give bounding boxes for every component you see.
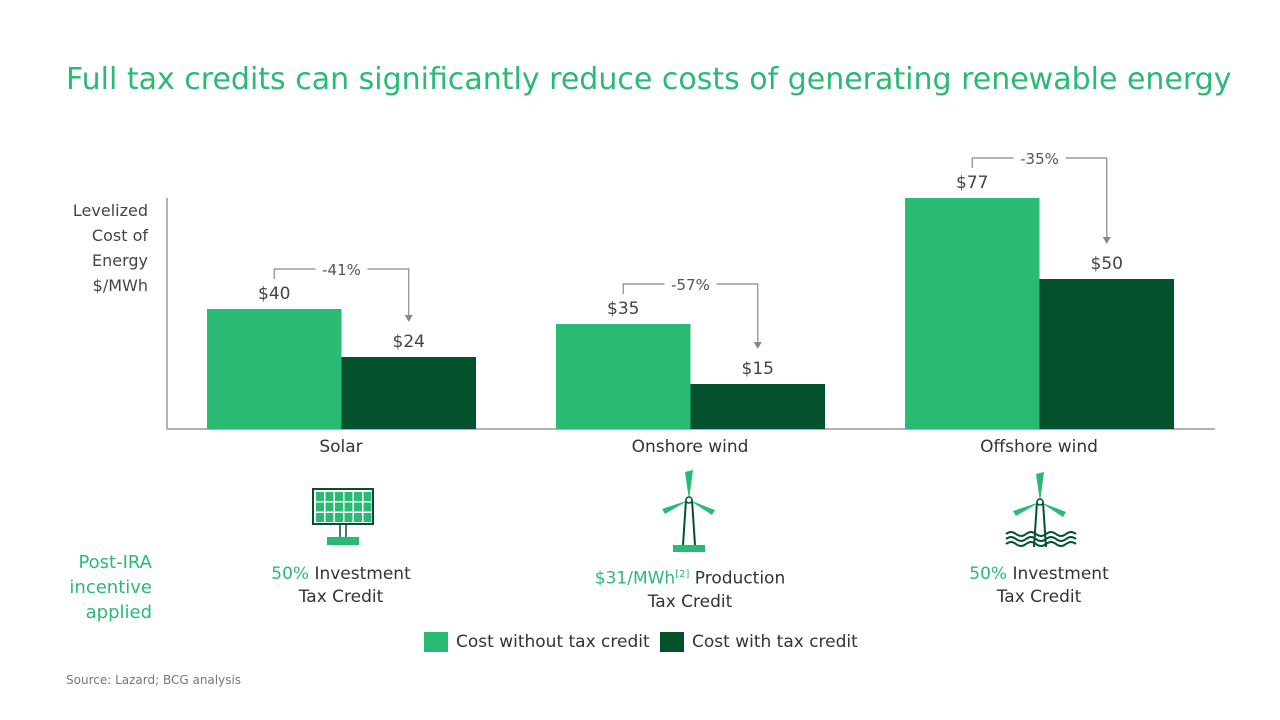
wind-turbine-icon-blade	[685, 470, 693, 500]
change-label: -35%	[1020, 150, 1059, 168]
incentive-highlight: $31/MWh	[594, 568, 676, 589]
offshore-wind-turbine-icon-blade	[1013, 502, 1040, 516]
incentive-solar: 50% Investment Tax Credit	[206, 563, 476, 609]
change-label: -41%	[322, 261, 361, 279]
solar-cell	[344, 502, 353, 512]
data-label: $40	[258, 284, 290, 304]
solar-cell	[363, 502, 372, 512]
solar-cell	[354, 513, 362, 522]
arrow-head	[1102, 237, 1111, 244]
solar-cell	[316, 492, 324, 501]
wave	[1005, 541, 1077, 547]
source-note: Source: Lazard; BCG analysis	[66, 673, 242, 687]
category-label: Solar	[319, 437, 363, 457]
category-label: Onshore wind	[631, 437, 749, 457]
legend-swatch	[424, 632, 448, 652]
data-label: $50	[1091, 254, 1123, 274]
solar-panel-base	[327, 537, 359, 545]
change-label: -57%	[671, 276, 710, 294]
data-label: $24	[393, 332, 425, 352]
solar-cell	[354, 492, 362, 501]
data-label: $77	[956, 173, 988, 193]
solar-cell	[344, 513, 353, 522]
slide-title: Full tax credits can significantly reduc…	[66, 62, 1232, 97]
wind-turbine-icon-blade	[689, 500, 715, 515]
solar-cell	[325, 513, 334, 522]
solar-cell	[325, 502, 334, 512]
arrow-head	[404, 315, 413, 322]
change-label-bg	[1013, 148, 1066, 168]
change-label-bg	[664, 274, 717, 294]
solar-cell	[335, 492, 343, 501]
data-label: $35	[607, 299, 639, 319]
wind-turbine-icon-base	[673, 545, 705, 552]
solar-panel-stand	[339, 525, 347, 537]
category-label: Offshore wind	[980, 437, 1098, 457]
solar-cell	[316, 502, 324, 512]
bar-without-credit	[207, 309, 342, 429]
change-label-bg	[315, 259, 368, 279]
incentive-text: Investment	[1007, 564, 1109, 584]
offshore-wind-turbine-icon-blade	[1040, 502, 1066, 517]
incentive-highlight: 50%	[271, 564, 310, 584]
bar-with-credit	[341, 357, 476, 429]
solar-cell	[316, 513, 324, 522]
legend-item: Cost with tax credit	[660, 632, 858, 652]
arrow-head	[753, 342, 762, 349]
solar-cell	[354, 502, 362, 512]
data-label: $15	[742, 359, 774, 379]
incentive-label: Post-IRA incentive applied	[69, 552, 152, 623]
footnote-ref: [2]	[675, 569, 690, 580]
solar-cell	[363, 513, 372, 522]
incentive-highlight: 50%	[969, 564, 1008, 584]
y-axis-label: Levelized Cost of Energy $/MWh	[72, 201, 148, 295]
solar-cell	[363, 492, 372, 501]
bar-without-credit	[905, 198, 1040, 429]
solar-cell	[335, 502, 343, 512]
incentive-offshore: 50% Investment Tax Credit	[904, 563, 1174, 609]
incentive-onshore: $31/MWh[2] Production Tax Credit	[555, 563, 825, 614]
bar-with-credit	[1039, 279, 1174, 429]
wind-turbine-icon-tower	[682, 499, 696, 546]
solar-cell	[344, 492, 353, 501]
legend-item: Cost without tax credit	[424, 632, 650, 652]
wind-turbine-icon-blade	[662, 500, 689, 514]
solar-cell	[335, 513, 343, 522]
incentive-text: Investment	[309, 564, 411, 584]
incentive-text: Production	[689, 568, 786, 589]
legend-swatch	[660, 632, 684, 652]
legend-label: Cost with tax credit	[692, 632, 858, 652]
wind-turbine-icon-hub	[685, 496, 693, 504]
wave	[1005, 536, 1077, 542]
offshore-wind-turbine-icon-hub	[1036, 498, 1044, 506]
solar-cell	[325, 492, 334, 501]
legend-label: Cost without tax credit	[456, 632, 650, 652]
bar-with-credit	[690, 384, 825, 429]
wave	[1005, 531, 1077, 537]
incentive-text: Tax Credit	[298, 587, 384, 607]
incentive-text: Tax Credit	[647, 591, 733, 612]
incentive-text: Tax Credit	[996, 587, 1082, 607]
bar-without-credit	[556, 324, 691, 429]
solar-panel-icon	[312, 488, 374, 525]
offshore-wind-turbine-icon-blade	[1036, 472, 1044, 502]
